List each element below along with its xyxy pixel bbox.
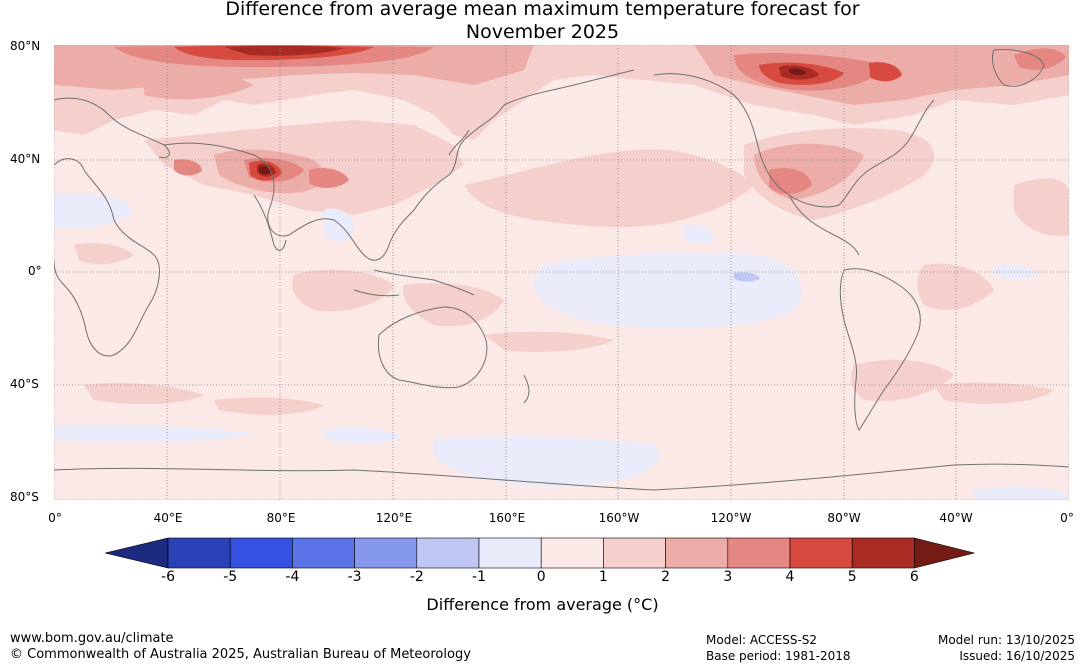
colorbar-tick-label: 0 [536,569,546,585]
colorbar-tick-label: 6 [909,569,919,585]
map-title-line2: November 2025 [465,21,620,43]
colorbar-tick-label: -2 [409,569,424,585]
anomaly-above-6-regions [259,68,806,175]
lon-label-80w: 80°W [827,511,861,525]
lon-label-0: 0° [48,511,62,525]
lon-label-160e: 160°E [488,511,526,525]
colorbar-segment [789,537,853,569]
footer-copyright: © Commonwealth of Australia 2025, Austra… [10,647,471,662]
colorbar-segments [105,537,975,569]
lon-label-80e: 80°E [266,511,296,525]
colorbar-label: Difference from average (°C) [426,595,659,614]
colorbar [105,537,975,569]
colorbar-extend-low [105,537,169,569]
colorbar-tick-label: -4 [285,569,300,585]
colorbar-extend-high [914,537,975,569]
footer-model: Model: ACCESS-S2 [706,633,818,647]
map-title-line1: Difference from average mean maximum tem… [225,0,860,20]
colorbar-segment [727,537,791,569]
colorbar-segment [603,537,666,569]
colorbar-tick-label: 1 [598,569,608,585]
lon-label-120e: 120°E [375,511,413,525]
lat-label-40n: 40°N [10,152,41,166]
colorbar-segment [229,537,293,569]
colorbar-segment [354,537,418,569]
graticule [54,45,1069,500]
footer-issued: Issued: 16/10/2025 [959,649,1075,663]
lon-label-40w: 40°W [939,511,973,525]
coastlines [54,49,1069,491]
colorbar-tick-label: 2 [661,569,671,585]
anomaly-neg2-neg1-regions [734,272,760,282]
lat-label-80n: 80°N [10,39,41,53]
lat-label-0: 0° [28,264,42,278]
footer-base-period: Base period: 1981-2018 [706,649,851,663]
lat-label-80s: 80°S [10,490,39,504]
lat-label-40s: 40°S [10,377,39,391]
colorbar-tick-label: 5 [847,569,857,585]
colorbar-tick-label: -1 [472,569,486,585]
colorbar-segment [416,537,480,569]
colorbar-tick-label: -5 [223,569,238,585]
colorbar-tick-label: -6 [161,569,175,585]
lon-label-160w: 160°W [598,511,640,525]
colorbar-tick-label: 4 [785,569,795,585]
lon-label-0-end: 0° [1060,511,1074,525]
lon-label-120w: 120°W [710,511,752,525]
colorbar-segment [665,537,729,569]
colorbar-tick-label: 3 [723,569,733,585]
colorbar-segment [478,537,542,569]
colorbar-segment [851,537,915,569]
footer-url: www.bom.gov.au/climate [10,631,174,646]
temperature-anomaly-map [54,45,1069,500]
colorbar-segment [292,537,355,569]
colorbar-tick-label: -3 [347,569,362,585]
colorbar-segment [540,537,604,569]
colorbar-segment [167,537,231,569]
lon-label-40e: 40°E [153,511,183,525]
footer-model-run: Model run: 13/10/2025 [937,633,1075,647]
